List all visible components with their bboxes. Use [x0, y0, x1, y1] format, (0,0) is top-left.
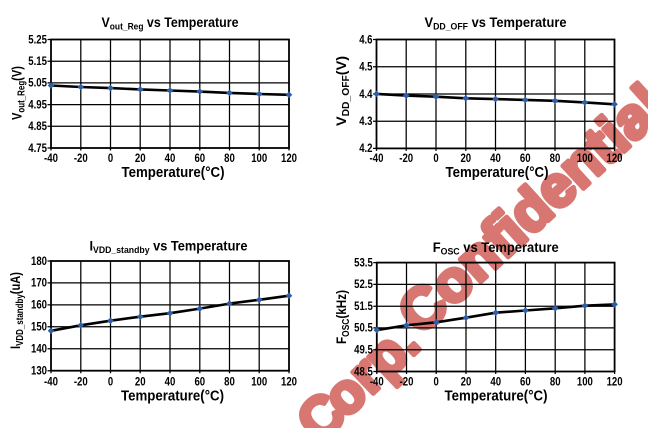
svg-text:-40: -40	[370, 151, 384, 165]
svg-text:100: 100	[577, 374, 593, 388]
svg-text:53.5: 53.5	[354, 255, 373, 269]
svg-text:20: 20	[460, 151, 471, 165]
svg-text:48.5: 48.5	[354, 364, 373, 378]
svg-text:150: 150	[31, 320, 47, 334]
svg-text:4.4: 4.4	[359, 87, 373, 101]
svg-text:4.2: 4.2	[359, 141, 373, 155]
svg-text:0: 0	[108, 374, 114, 388]
svg-text:80: 80	[224, 151, 235, 165]
svg-text:51.5: 51.5	[354, 299, 373, 313]
svg-text:100: 100	[577, 151, 593, 165]
svg-text:20: 20	[461, 374, 472, 388]
svg-text:120: 120	[281, 374, 297, 388]
svg-text:120: 120	[607, 374, 623, 388]
svg-text:0: 0	[434, 374, 440, 388]
svg-text:5.25: 5.25	[28, 32, 47, 46]
svg-text:60: 60	[194, 151, 205, 165]
svg-text:Temperature(°C): Temperature(°C)	[121, 389, 224, 405]
svg-text:Temperature(°C): Temperature(°C)	[446, 165, 549, 181]
svg-text:20: 20	[135, 151, 146, 165]
svg-text:120: 120	[281, 151, 297, 165]
svg-text:5.05: 5.05	[28, 76, 47, 90]
svg-text:40: 40	[165, 151, 176, 165]
svg-text:4.6: 4.6	[359, 32, 373, 46]
svg-text:-40: -40	[370, 374, 384, 388]
svg-text:0: 0	[108, 151, 114, 165]
svg-text:20: 20	[135, 374, 146, 388]
svg-text:-20: -20	[74, 374, 88, 388]
svg-text:4.3: 4.3	[359, 114, 373, 128]
svg-text:40: 40	[490, 374, 501, 388]
svg-text:-20: -20	[74, 151, 88, 165]
svg-text:49.5: 49.5	[354, 343, 373, 357]
svg-text:80: 80	[224, 374, 235, 388]
svg-text:120: 120	[607, 151, 623, 165]
svg-text:0: 0	[433, 151, 439, 165]
svg-text:FOSC vs Temperature: FOSC vs Temperature	[433, 239, 559, 258]
svg-text:80: 80	[550, 151, 561, 165]
svg-text:40: 40	[165, 374, 176, 388]
svg-text:-40: -40	[44, 151, 58, 165]
svg-text:130: 130	[31, 364, 47, 378]
svg-text:4.5: 4.5	[359, 60, 373, 74]
svg-text:-20: -20	[399, 151, 413, 165]
svg-text:5.15: 5.15	[28, 54, 47, 68]
svg-text:100: 100	[251, 151, 267, 165]
svg-text:Temperature(°C): Temperature(°C)	[445, 389, 548, 405]
svg-text:170: 170	[31, 276, 47, 290]
svg-text:100: 100	[251, 374, 267, 388]
svg-text:Temperature(°C): Temperature(°C)	[122, 165, 225, 181]
svg-text:40: 40	[490, 151, 501, 165]
svg-text:4.85: 4.85	[28, 119, 47, 133]
svg-text:60: 60	[520, 374, 531, 388]
svg-text:-20: -20	[400, 374, 414, 388]
svg-text:4.95: 4.95	[28, 97, 47, 111]
svg-text:50.5: 50.5	[354, 321, 373, 335]
svg-text:160: 160	[31, 298, 47, 312]
svg-text:80: 80	[550, 374, 561, 388]
svg-text:60: 60	[520, 151, 531, 165]
svg-text:52.5: 52.5	[354, 277, 373, 291]
svg-text:4.75: 4.75	[28, 141, 47, 155]
svg-text:140: 140	[31, 342, 47, 356]
svg-text:180: 180	[31, 254, 47, 268]
svg-text:-40: -40	[44, 374, 58, 388]
svg-text:60: 60	[194, 374, 205, 388]
